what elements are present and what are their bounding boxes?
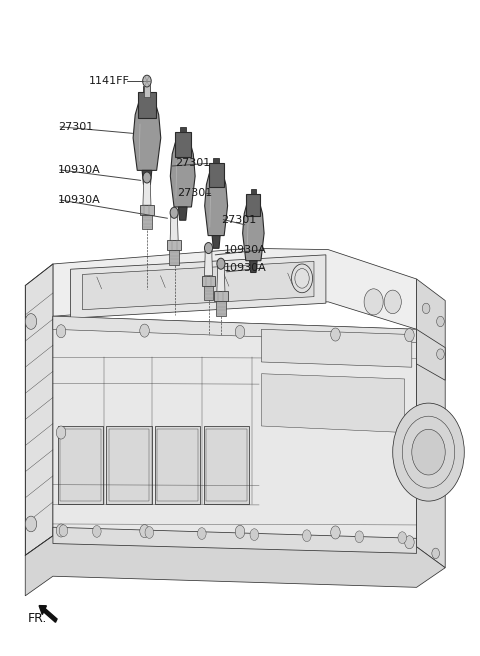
Circle shape [59, 525, 68, 537]
Circle shape [412, 429, 445, 475]
Text: 10930A: 10930A [224, 245, 266, 255]
Polygon shape [214, 291, 228, 301]
Polygon shape [25, 264, 53, 556]
Text: 27301: 27301 [58, 122, 93, 132]
Polygon shape [53, 527, 417, 554]
Polygon shape [140, 205, 154, 215]
Polygon shape [217, 264, 225, 291]
Circle shape [355, 531, 364, 543]
Bar [155, 426, 200, 504]
Polygon shape [83, 261, 314, 310]
Circle shape [145, 527, 154, 539]
Polygon shape [251, 190, 256, 194]
Bar [157, 429, 198, 501]
Polygon shape [71, 255, 326, 318]
Circle shape [140, 324, 149, 337]
Polygon shape [216, 301, 226, 316]
Polygon shape [144, 86, 150, 92]
Polygon shape [25, 536, 445, 596]
Circle shape [56, 325, 66, 338]
Circle shape [56, 524, 66, 537]
Bar [144, 81, 150, 97]
Polygon shape [204, 174, 228, 236]
Circle shape [437, 349, 444, 359]
Circle shape [25, 314, 36, 329]
Text: FR.: FR. [28, 612, 47, 625]
Circle shape [198, 527, 206, 539]
Circle shape [140, 525, 149, 538]
Polygon shape [213, 158, 219, 163]
Text: 1141FF: 1141FF [88, 76, 129, 86]
Polygon shape [262, 329, 412, 367]
Bar [109, 429, 149, 501]
Polygon shape [262, 374, 405, 432]
Circle shape [170, 207, 178, 218]
Text: 10930A: 10930A [58, 195, 100, 205]
Polygon shape [180, 127, 186, 132]
Circle shape [93, 525, 101, 537]
Circle shape [235, 525, 245, 539]
Circle shape [393, 403, 464, 501]
Circle shape [364, 289, 383, 315]
Text: 10930A: 10930A [58, 165, 100, 175]
Text: 27301: 27301 [175, 158, 210, 169]
Circle shape [250, 529, 259, 541]
Circle shape [331, 328, 340, 341]
Polygon shape [170, 142, 195, 207]
Polygon shape [204, 285, 213, 300]
Polygon shape [53, 316, 417, 547]
Circle shape [432, 548, 440, 559]
Polygon shape [417, 329, 445, 380]
Polygon shape [175, 132, 191, 157]
Polygon shape [212, 236, 220, 249]
Polygon shape [138, 92, 156, 117]
Polygon shape [133, 103, 161, 171]
Circle shape [302, 530, 311, 542]
Polygon shape [53, 316, 417, 342]
Circle shape [143, 172, 151, 183]
Polygon shape [143, 178, 151, 205]
Circle shape [405, 329, 414, 342]
Circle shape [217, 258, 225, 269]
Polygon shape [142, 215, 152, 230]
Circle shape [437, 316, 444, 327]
Bar [60, 429, 101, 501]
Polygon shape [142, 171, 152, 184]
Polygon shape [204, 248, 213, 276]
Polygon shape [202, 276, 216, 285]
Circle shape [331, 526, 340, 539]
Polygon shape [250, 260, 257, 272]
Circle shape [291, 264, 312, 293]
Polygon shape [246, 194, 260, 216]
Bar [58, 426, 103, 504]
Polygon shape [209, 163, 224, 187]
Bar [204, 426, 249, 504]
Circle shape [398, 532, 407, 544]
Bar [206, 429, 247, 501]
Circle shape [422, 303, 430, 314]
Polygon shape [179, 207, 187, 220]
Circle shape [384, 290, 401, 314]
Circle shape [56, 426, 66, 439]
Text: 27301: 27301 [177, 188, 212, 198]
Text: 27301: 27301 [221, 215, 256, 224]
Polygon shape [169, 251, 179, 264]
Circle shape [143, 75, 151, 87]
Circle shape [204, 243, 213, 254]
Polygon shape [168, 241, 181, 251]
Circle shape [405, 434, 414, 447]
Text: 10930A: 10930A [224, 263, 266, 273]
Polygon shape [170, 213, 178, 241]
FancyArrow shape [39, 605, 57, 623]
Circle shape [235, 325, 245, 338]
Bar [107, 426, 152, 504]
Polygon shape [53, 249, 417, 329]
Polygon shape [417, 279, 445, 567]
Circle shape [405, 536, 414, 549]
Circle shape [25, 516, 36, 532]
Polygon shape [242, 203, 264, 260]
